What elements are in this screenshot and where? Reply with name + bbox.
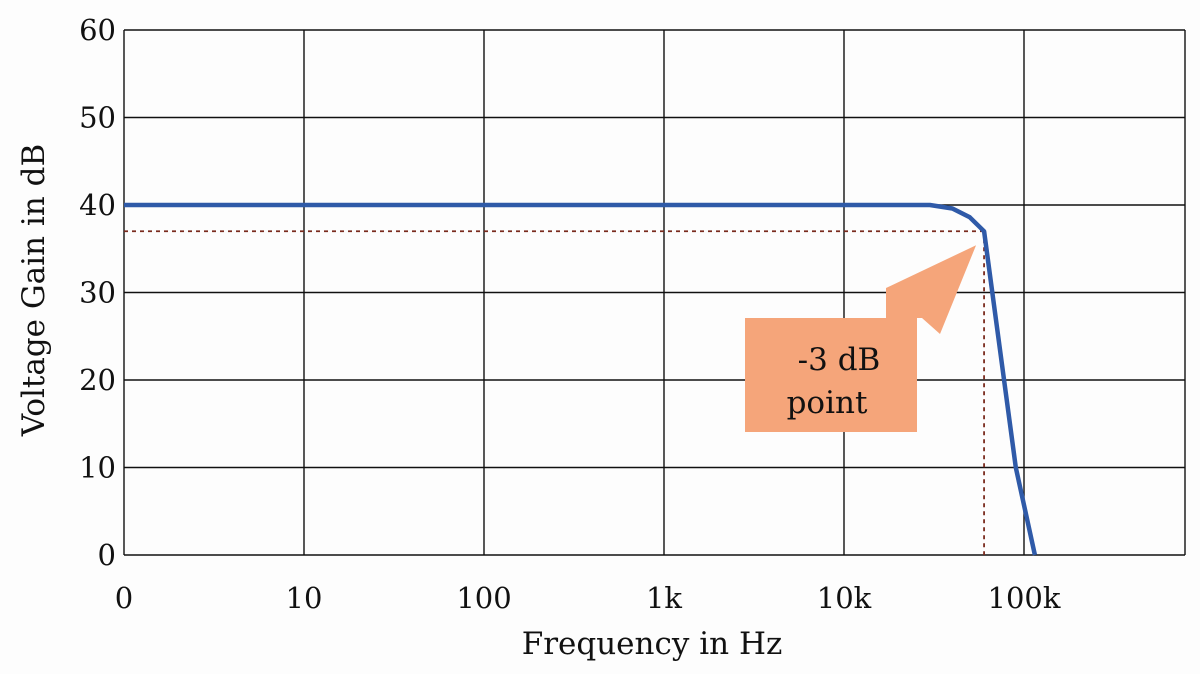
y-tick-label: 20 bbox=[79, 363, 116, 397]
x-tick-labels: 0 10 100 1k 10k 100k bbox=[115, 581, 1061, 615]
x-tick-label: 1k bbox=[646, 581, 682, 615]
reference-lines bbox=[124, 230, 985, 555]
y-tick-label: 30 bbox=[79, 276, 116, 310]
y-tick-label: 50 bbox=[79, 101, 116, 135]
y-tick-label: 60 bbox=[79, 13, 116, 47]
y-tick-labels: 0 10 20 30 40 50 60 bbox=[79, 13, 116, 572]
x-tick-label: 100k bbox=[988, 581, 1061, 615]
y-tick-label: 40 bbox=[79, 188, 116, 222]
y-axis-title: Voltage Gain in dB bbox=[16, 144, 52, 437]
y-tick-label: 10 bbox=[79, 451, 116, 485]
x-tick-label: 0 bbox=[115, 581, 133, 615]
x-tick-label: 100 bbox=[456, 581, 511, 615]
x-tick-label: 10 bbox=[286, 581, 323, 615]
y-tick-label: 0 bbox=[98, 538, 116, 572]
x-tick-label: 10k bbox=[817, 581, 872, 615]
gain-curve bbox=[124, 202, 1038, 556]
callout-label-line2: point bbox=[787, 385, 868, 421]
callout-label-line1: -3 dB bbox=[798, 342, 881, 378]
x-axis-title: Frequency in Hz bbox=[522, 626, 783, 662]
callout: -3 dB point bbox=[745, 245, 977, 432]
callout-arrow bbox=[886, 245, 977, 334]
grid bbox=[123, 29, 1186, 556]
callout-box bbox=[745, 318, 917, 432]
